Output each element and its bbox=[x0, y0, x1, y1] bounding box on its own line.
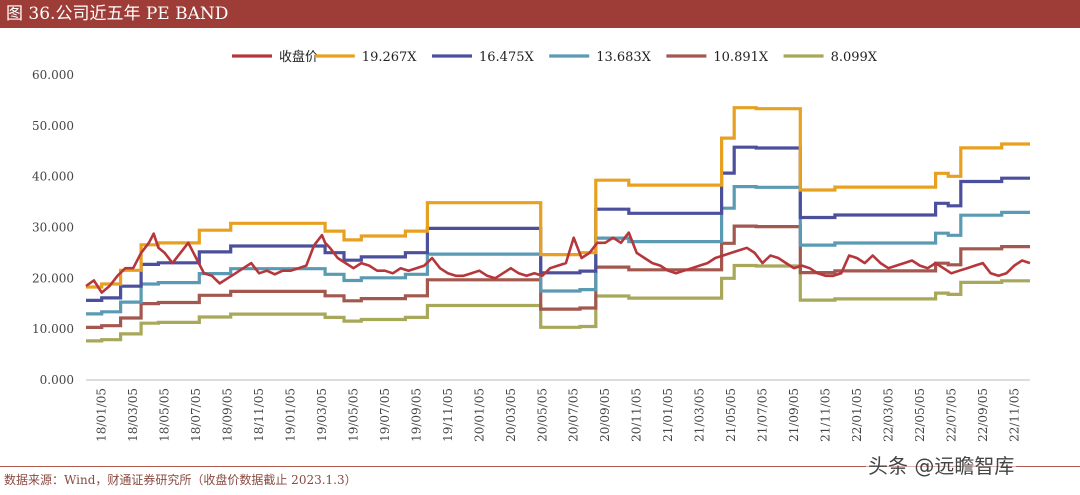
legend-label: 10.891X bbox=[713, 50, 768, 65]
footer-divider bbox=[0, 466, 1080, 467]
x-tick-label: 22/11/05 bbox=[1007, 388, 1021, 442]
x-tick-label: 21/09/05 bbox=[787, 388, 801, 442]
pe-band-line-16.475X bbox=[86, 145, 1030, 302]
x-tick-label: 20/01/05 bbox=[472, 388, 486, 442]
legend-label: 13.683X bbox=[596, 50, 651, 65]
x-tick-label: 18/11/05 bbox=[252, 388, 266, 442]
y-tick-label: 60.000 bbox=[32, 68, 74, 82]
pe-band-line-8.099X bbox=[86, 263, 1030, 343]
y-tick-label: 30.000 bbox=[32, 221, 74, 235]
x-tick-label: 21/01/05 bbox=[661, 388, 675, 442]
x-tick-label: 21/05/05 bbox=[724, 388, 738, 442]
y-tick-label: 20.000 bbox=[32, 271, 74, 285]
x-tick-label: 20/11/05 bbox=[630, 388, 644, 442]
x-tick-label: 21/11/05 bbox=[818, 388, 832, 442]
x-tick-label: 18/03/05 bbox=[126, 388, 140, 442]
pe-band-line-10.891X bbox=[86, 224, 1030, 329]
x-tick-label: 22/03/05 bbox=[881, 388, 895, 442]
x-tick-label: 19/11/05 bbox=[441, 388, 455, 442]
legend-label: 16.475X bbox=[479, 50, 534, 65]
x-tick-label: 20/07/05 bbox=[567, 388, 581, 442]
x-tick-label: 20/05/05 bbox=[535, 388, 549, 442]
y-tick-label: 50.000 bbox=[32, 119, 74, 133]
x-tick-label: 18/07/05 bbox=[189, 388, 203, 442]
legend-label: 19.267X bbox=[362, 50, 417, 65]
x-tick-label: 22/09/05 bbox=[976, 388, 990, 442]
y-tick-label: 10.000 bbox=[32, 322, 74, 336]
y-tick-label: 0.000 bbox=[40, 373, 74, 387]
pe-band-line-13.683X bbox=[86, 185, 1030, 316]
chart-title: 图 36.公司近五年 PE BAND bbox=[6, 4, 229, 24]
x-tick-label: 22/01/05 bbox=[850, 388, 864, 442]
x-tick-label: 19/09/05 bbox=[409, 388, 423, 442]
x-tick-label: 19/05/05 bbox=[346, 388, 360, 442]
x-tick-label: 22/05/05 bbox=[913, 388, 927, 442]
x-tick-label: 18/05/05 bbox=[158, 388, 172, 442]
x-tick-label: 22/07/05 bbox=[944, 388, 958, 442]
legend-label: 收盘价 bbox=[279, 49, 318, 65]
x-tick-label: 20/09/05 bbox=[598, 388, 612, 442]
legend-label: 8.099X bbox=[831, 50, 878, 65]
title-bar: 图 36.公司近五年 PE BAND bbox=[0, 0, 1080, 28]
x-tick-label: 19/03/05 bbox=[315, 388, 329, 442]
watermark: 头条 @远瞻智库 bbox=[866, 450, 1017, 479]
x-tick-label: 18/09/05 bbox=[221, 388, 235, 442]
y-tick-label: 40.000 bbox=[32, 170, 74, 184]
x-tick-label: 21/03/05 bbox=[693, 388, 707, 442]
x-tick-label: 20/03/05 bbox=[504, 388, 518, 442]
pe-band-line-19.267X bbox=[86, 106, 1030, 289]
x-tick-label: 21/07/05 bbox=[756, 388, 770, 442]
close-price-line bbox=[85, 231, 1031, 294]
x-tick-label: 18/01/05 bbox=[95, 388, 109, 442]
x-tick-label: 19/07/05 bbox=[378, 388, 392, 442]
x-tick-label: 19/01/05 bbox=[284, 388, 298, 442]
pe-band-chart: 0.000 10.000 20.000 30.000 40.000 50.000 60.00… bbox=[32, 49, 1031, 442]
data-source-note: 数据来源：Wind，财通证券研究所（收盘价数据截止 2023.1.3） bbox=[4, 473, 357, 487]
